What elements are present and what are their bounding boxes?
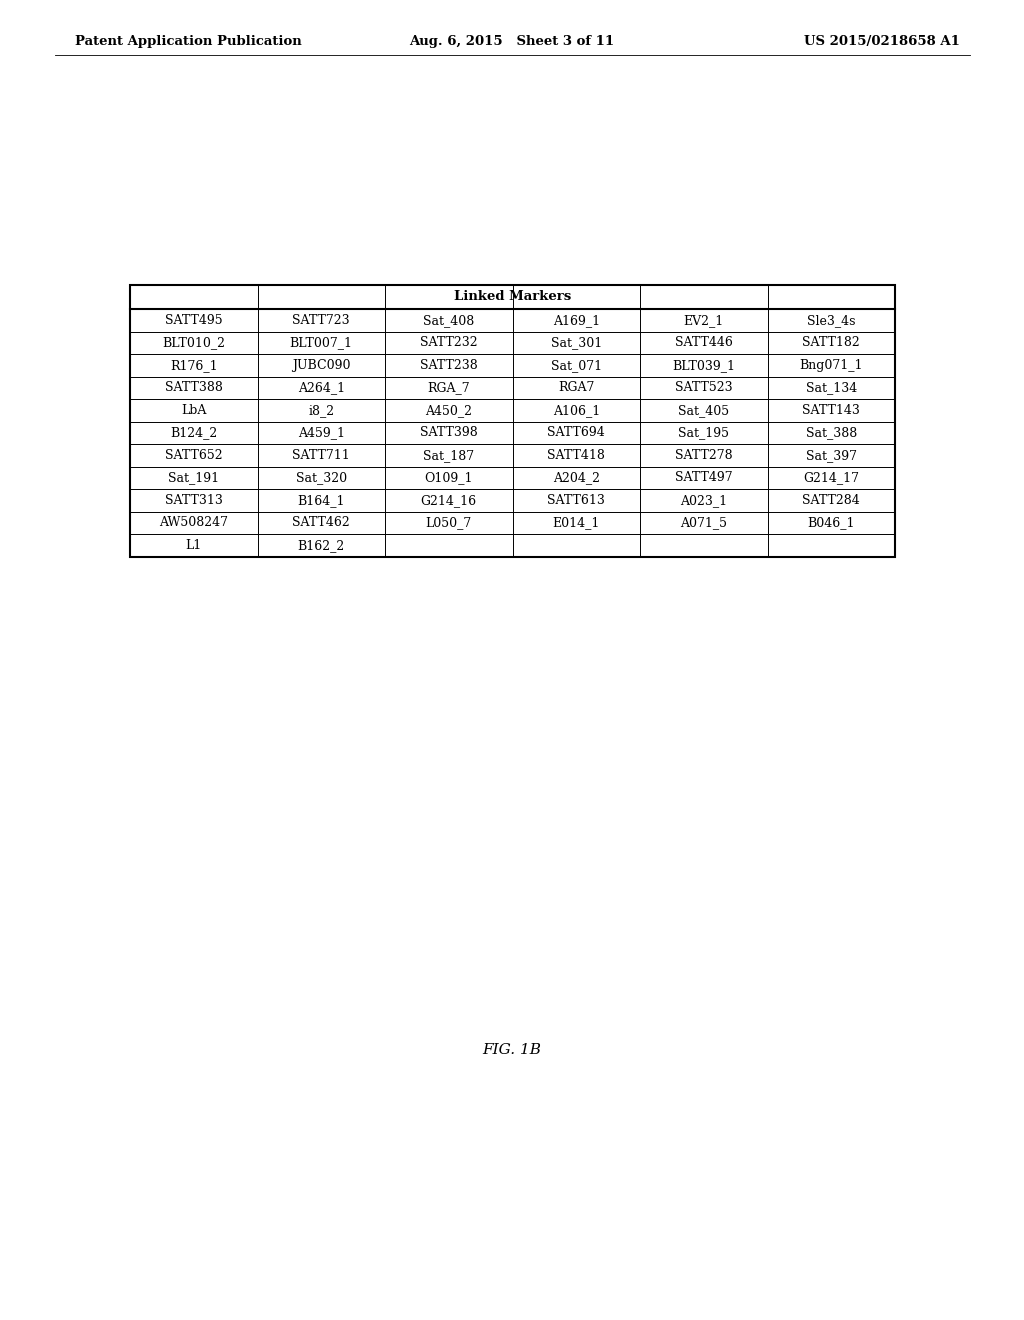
- Text: SATT313: SATT313: [165, 494, 222, 507]
- Text: BLT039_1: BLT039_1: [672, 359, 735, 372]
- Text: SATT652: SATT652: [165, 449, 222, 462]
- Text: SATT278: SATT278: [675, 449, 732, 462]
- Text: SATT232: SATT232: [420, 337, 477, 350]
- Text: B162_2: B162_2: [298, 539, 345, 552]
- Text: L050_7: L050_7: [426, 516, 472, 529]
- Text: i8_2: i8_2: [308, 404, 334, 417]
- Text: A459_1: A459_1: [298, 426, 345, 440]
- Text: Patent Application Publication: Patent Application Publication: [75, 36, 302, 49]
- Text: Sat_187: Sat_187: [423, 449, 474, 462]
- Text: Sat_134: Sat_134: [806, 381, 857, 395]
- Text: B046_1: B046_1: [808, 516, 855, 529]
- Text: Sat_320: Sat_320: [296, 471, 347, 484]
- Text: A071_5: A071_5: [680, 516, 727, 529]
- Text: FIG. 1B: FIG. 1B: [482, 1043, 542, 1057]
- Text: SATT398: SATT398: [420, 426, 477, 440]
- Text: Sat_388: Sat_388: [806, 426, 857, 440]
- Text: A169_1: A169_1: [553, 314, 600, 327]
- Text: A106_1: A106_1: [553, 404, 600, 417]
- Text: BLT010_2: BLT010_2: [162, 337, 225, 350]
- Text: SATT495: SATT495: [165, 314, 222, 327]
- Text: SATT497: SATT497: [675, 471, 732, 484]
- Text: A264_1: A264_1: [298, 381, 345, 395]
- Text: O109_1: O109_1: [425, 471, 473, 484]
- Text: Sat_408: Sat_408: [423, 314, 474, 327]
- Text: A023_1: A023_1: [680, 494, 727, 507]
- Text: SATT711: SATT711: [293, 449, 350, 462]
- Text: JUBC090: JUBC090: [292, 359, 350, 372]
- Text: RGA7: RGA7: [558, 381, 595, 395]
- Text: Sat_405: Sat_405: [678, 404, 729, 417]
- Text: BLT007_1: BLT007_1: [290, 337, 352, 350]
- Text: SATT182: SATT182: [803, 337, 860, 350]
- Text: EV2_1: EV2_1: [684, 314, 724, 327]
- Text: SATT388: SATT388: [165, 381, 222, 395]
- Text: US 2015/0218658 A1: US 2015/0218658 A1: [804, 36, 961, 49]
- Bar: [130, 285, 895, 557]
- Text: B124_2: B124_2: [170, 426, 217, 440]
- Text: Bng071_1: Bng071_1: [800, 359, 863, 372]
- Text: Sat_071: Sat_071: [551, 359, 602, 372]
- Text: SATT462: SATT462: [293, 516, 350, 529]
- Text: SATT418: SATT418: [547, 449, 605, 462]
- Text: A450_2: A450_2: [425, 404, 472, 417]
- Text: A204_2: A204_2: [553, 471, 600, 484]
- Text: E014_1: E014_1: [553, 516, 600, 529]
- Text: AW508247: AW508247: [160, 516, 228, 529]
- Text: G214_16: G214_16: [421, 494, 477, 507]
- Text: RGA_7: RGA_7: [427, 381, 470, 395]
- Text: Sle3_4s: Sle3_4s: [807, 314, 855, 327]
- Text: R176_1: R176_1: [170, 359, 217, 372]
- Text: Sat_195: Sat_195: [678, 426, 729, 440]
- Text: SATT238: SATT238: [420, 359, 477, 372]
- Text: Linked Markers: Linked Markers: [454, 290, 571, 304]
- Text: SATT694: SATT694: [548, 426, 605, 440]
- Text: SATT284: SATT284: [803, 494, 860, 507]
- Text: Sat_191: Sat_191: [168, 471, 219, 484]
- Text: L1: L1: [185, 539, 202, 552]
- Text: Aug. 6, 2015   Sheet 3 of 11: Aug. 6, 2015 Sheet 3 of 11: [410, 36, 614, 49]
- Text: LbA: LbA: [181, 404, 207, 417]
- Text: SATT446: SATT446: [675, 337, 733, 350]
- Text: SATT523: SATT523: [675, 381, 732, 395]
- Text: B164_1: B164_1: [298, 494, 345, 507]
- Text: SATT143: SATT143: [803, 404, 860, 417]
- Text: G214_17: G214_17: [803, 471, 859, 484]
- Text: SATT723: SATT723: [293, 314, 350, 327]
- Text: Sat_397: Sat_397: [806, 449, 857, 462]
- Text: Sat_301: Sat_301: [551, 337, 602, 350]
- Text: SATT613: SATT613: [547, 494, 605, 507]
